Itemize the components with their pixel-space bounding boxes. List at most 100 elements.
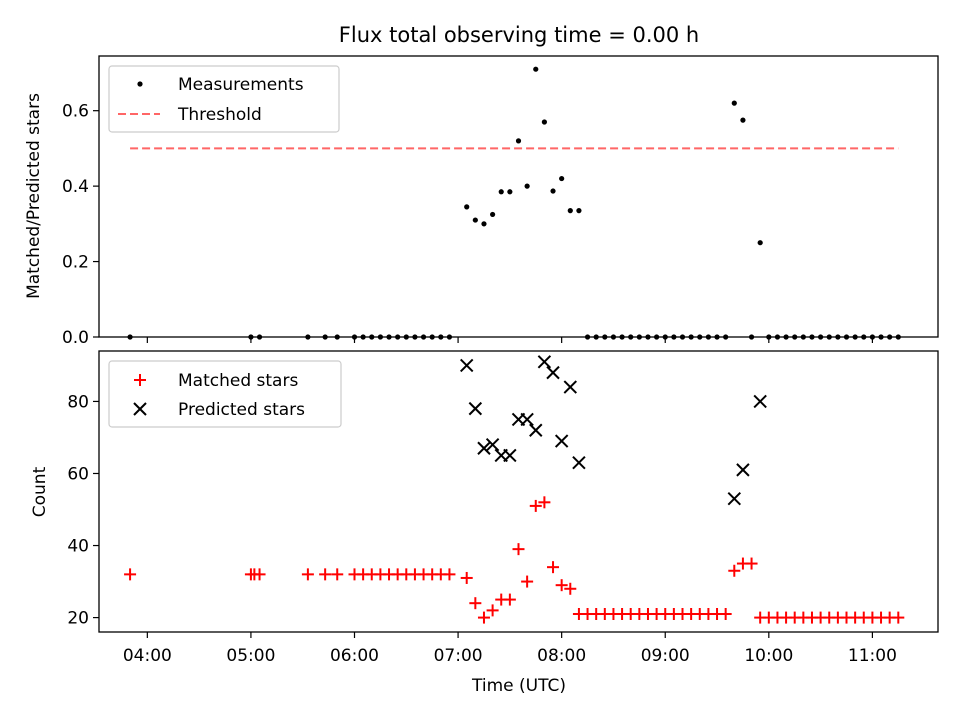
- legend-matched-marker: [134, 374, 146, 386]
- measurement-point: [472, 217, 478, 223]
- bottom-y-tick-label: 20: [67, 609, 89, 629]
- bottom-y-axis-label: Count: [30, 466, 50, 517]
- predicted-star-point: [736, 463, 750, 477]
- matched-star-point: [719, 607, 732, 620]
- measurement-point: [550, 188, 556, 194]
- measurement-point: [490, 211, 496, 218]
- matched-star-point: [547, 561, 560, 574]
- predicted-star-point: [460, 358, 474, 373]
- matched-star-point: [253, 568, 266, 581]
- bottom-legend-box: [108, 360, 342, 428]
- bottom-x-axis: 04:00 05:00 06:00 07:00 08:00 09:00 10:00 11:00: [123, 632, 897, 666]
- matched-star-point: [124, 568, 137, 581]
- top-panel: 0.0 0.2 0.4 0.6 Matched/Predicted stars Mea…: [24, 55, 939, 348]
- measurement-point: [515, 138, 522, 144]
- predicted-star-point: [572, 455, 586, 470]
- bottom-plot-marks: [124, 355, 905, 624]
- bottom-x-tick-label: 11:00: [848, 646, 897, 666]
- top-y-tick-label: 0.2: [62, 253, 89, 273]
- top-plot-frame: [98, 55, 939, 338]
- predicted-star-stroke: [554, 434, 569, 448]
- bottom-x-tick-label: 04:00: [123, 646, 172, 666]
- bottom-x-axis-label: Time (UTC): [471, 676, 566, 696]
- measurement-point: [533, 66, 539, 72]
- legend-predicted-marker: [133, 402, 147, 416]
- measurement-point: [507, 189, 513, 195]
- bottom-x-tick-label: 06:00: [330, 646, 379, 666]
- measurement-point: [464, 204, 470, 210]
- matched-star-point: [538, 496, 551, 509]
- predicted-star-point: [537, 355, 552, 369]
- matched-star-point: [331, 568, 344, 581]
- bottom-panel: 20 40 60 80 04:00 05:00 06:00 07:00 08:00 09:00 1…: [30, 350, 939, 696]
- matched-star-point: [745, 557, 758, 570]
- matched-star-point: [301, 568, 314, 581]
- top-y-tick-label: 0.0: [62, 328, 89, 348]
- matched-star-point: [503, 593, 516, 606]
- matched-star-point: [443, 568, 456, 581]
- top-plot-marks: [127, 66, 901, 340]
- legend-matched-label: Matched stars: [178, 371, 298, 391]
- matched-star-point: [564, 582, 577, 595]
- bottom-x-tick-label: 10:00: [744, 646, 793, 666]
- measurement-point: [731, 100, 737, 106]
- predicted-star-point: [727, 491, 741, 506]
- predicted-star-point: [753, 394, 767, 409]
- measurement-point: [559, 175, 565, 182]
- bottom-y-tick-label: 40: [67, 537, 89, 557]
- top-legend-box: [108, 65, 340, 133]
- top-legend: Measurements Threshold: [108, 65, 340, 133]
- predicted-star-point: [477, 441, 491, 455]
- predicted-star-point: [554, 434, 569, 448]
- matched-star-point: [460, 571, 473, 584]
- predicted-star-point: [468, 401, 483, 416]
- matched-star-point: [555, 579, 568, 592]
- predicted-star-stroke: [563, 380, 577, 394]
- measurement-point: [757, 240, 763, 246]
- predicted-star-point: [503, 448, 517, 463]
- matched-star-point: [728, 564, 741, 577]
- predicted-star-stroke: [520, 412, 534, 427]
- matched-star-point: [469, 597, 482, 610]
- top-y-axis-label: Matched/Predicted stars: [24, 93, 44, 299]
- predicted-star-point: [520, 412, 534, 427]
- measurement-point: [481, 221, 487, 227]
- top-y-tick-label: 0.4: [62, 177, 89, 197]
- matched-star-point: [319, 568, 332, 581]
- predicted-star-stroke: [572, 455, 586, 470]
- bottom-x-tick-label: 08:00: [537, 646, 586, 666]
- measurement-point: [740, 117, 746, 123]
- predicted-star-stroke: [546, 365, 560, 380]
- predicted-star-stroke: [736, 463, 750, 477]
- matched-star-point: [521, 575, 534, 588]
- bottom-y-axis: 20 40 60 80: [67, 392, 99, 629]
- measurement-point: [498, 189, 504, 195]
- measurement-point: [576, 208, 582, 214]
- measurement-point: [541, 119, 547, 125]
- predicted-star-point: [529, 423, 543, 437]
- predicted-star-stroke: [503, 448, 517, 463]
- matched-star-point: [512, 543, 525, 556]
- predicted-star-stroke: [460, 358, 474, 373]
- bottom-plot-frame: [98, 350, 939, 633]
- bottom-x-tick-label: 09:00: [641, 646, 690, 666]
- predicted-star-point: [563, 380, 577, 394]
- bottom-x-tick-label: 05:00: [226, 646, 275, 666]
- measurement-point: [567, 208, 573, 214]
- chart-title: Flux total observing time = 0.00 h: [339, 23, 699, 47]
- predicted-star-stroke: [485, 437, 500, 452]
- bottom-y-tick-label: 80: [67, 392, 89, 412]
- predicted-star-stroke: [753, 394, 767, 409]
- matched-star-point: [892, 611, 905, 624]
- matched-star-point: [477, 611, 490, 624]
- predicted-star-stroke: [727, 491, 741, 506]
- matched-star-point: [529, 499, 542, 512]
- predicted-star-stroke: [468, 401, 483, 416]
- top-y-axis: 0.0 0.2 0.4 0.6: [62, 102, 99, 348]
- bottom-x-tick-label: 07:00: [434, 646, 483, 666]
- top-x-axis-ticks: [146, 337, 873, 343]
- bottom-y-tick-label: 60: [67, 464, 89, 484]
- legend-measurements-label: Measurements: [178, 75, 304, 95]
- predicted-star-point: [546, 365, 560, 380]
- predicted-star-stroke: [477, 441, 491, 455]
